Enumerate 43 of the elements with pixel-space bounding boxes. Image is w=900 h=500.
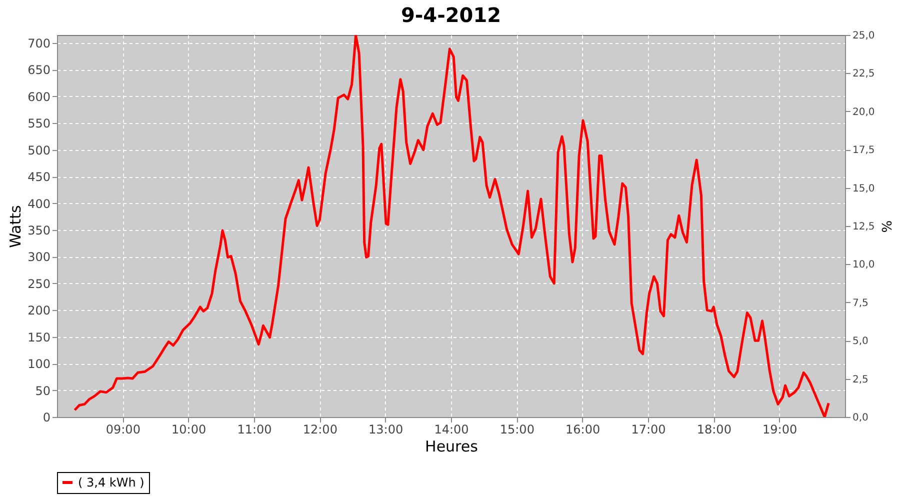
y-tick-label: 300 <box>28 250 50 264</box>
y-tick-label: 600 <box>28 90 50 104</box>
x-tick-label: 19:00 <box>762 422 798 436</box>
y2-tick-label: 17,5 <box>852 145 875 156</box>
y-tick-label: 650 <box>28 63 50 78</box>
x-tick-label: 15:00 <box>500 422 534 436</box>
y2-tick-label: 7,5 <box>852 298 868 309</box>
x-tick-label: 17:00 <box>631 422 666 436</box>
y-tick-label: 700 <box>28 36 50 51</box>
y-tick-label: 450 <box>28 170 50 184</box>
x-tick-label: 12:00 <box>302 422 338 436</box>
x-tick-label: 13:00 <box>368 422 404 436</box>
y-tick-label: 100 <box>28 357 50 372</box>
x-tick-label: 18:00 <box>696 422 732 436</box>
y2-axis-title: % <box>878 220 893 233</box>
y-tick-label: 150 <box>28 330 50 344</box>
y-tick-label: 400 <box>28 196 50 211</box>
legend-label: ( 3,4 kWh ) <box>78 476 144 490</box>
y-tick-label: 50 <box>35 384 50 398</box>
y2-tick-label: 22,5 <box>852 68 875 80</box>
x-tick-label: 14:00 <box>434 422 469 436</box>
y-tick-label: 250 <box>28 276 50 291</box>
y-tick-label: 200 <box>28 304 50 318</box>
x-tick-label: 10:00 <box>172 422 206 436</box>
y2-tick-label: 20,0 <box>852 106 875 118</box>
y-axis-title: Watts <box>6 205 25 248</box>
x-tick-label: 16:00 <box>566 422 600 436</box>
y2-tick-label: 2,5 <box>852 374 868 386</box>
line-series <box>73 35 830 417</box>
y2-tick-label: 25,0 <box>852 30 875 42</box>
y2-tick-label: 12,5 <box>852 222 875 232</box>
x-tick-label: 09:00 <box>106 422 140 436</box>
y2-tick-label: 15,0 <box>852 183 875 194</box>
y-tick-label: 0 <box>42 410 50 424</box>
x-axis-title: Heures <box>425 438 478 456</box>
y2-tick-label: 5,0 <box>852 336 868 348</box>
chart-title: 9-4-2012 <box>400 3 502 27</box>
y2-tick-label: 10,0 <box>852 260 875 271</box>
x-tick-label: 11:00 <box>237 422 272 436</box>
y-tick-label: 350 <box>28 224 50 238</box>
y-tick-label: 500 <box>28 143 50 158</box>
y2-tick-label: 0,0 <box>852 412 868 424</box>
y-tick-label: 550 <box>28 116 50 131</box>
